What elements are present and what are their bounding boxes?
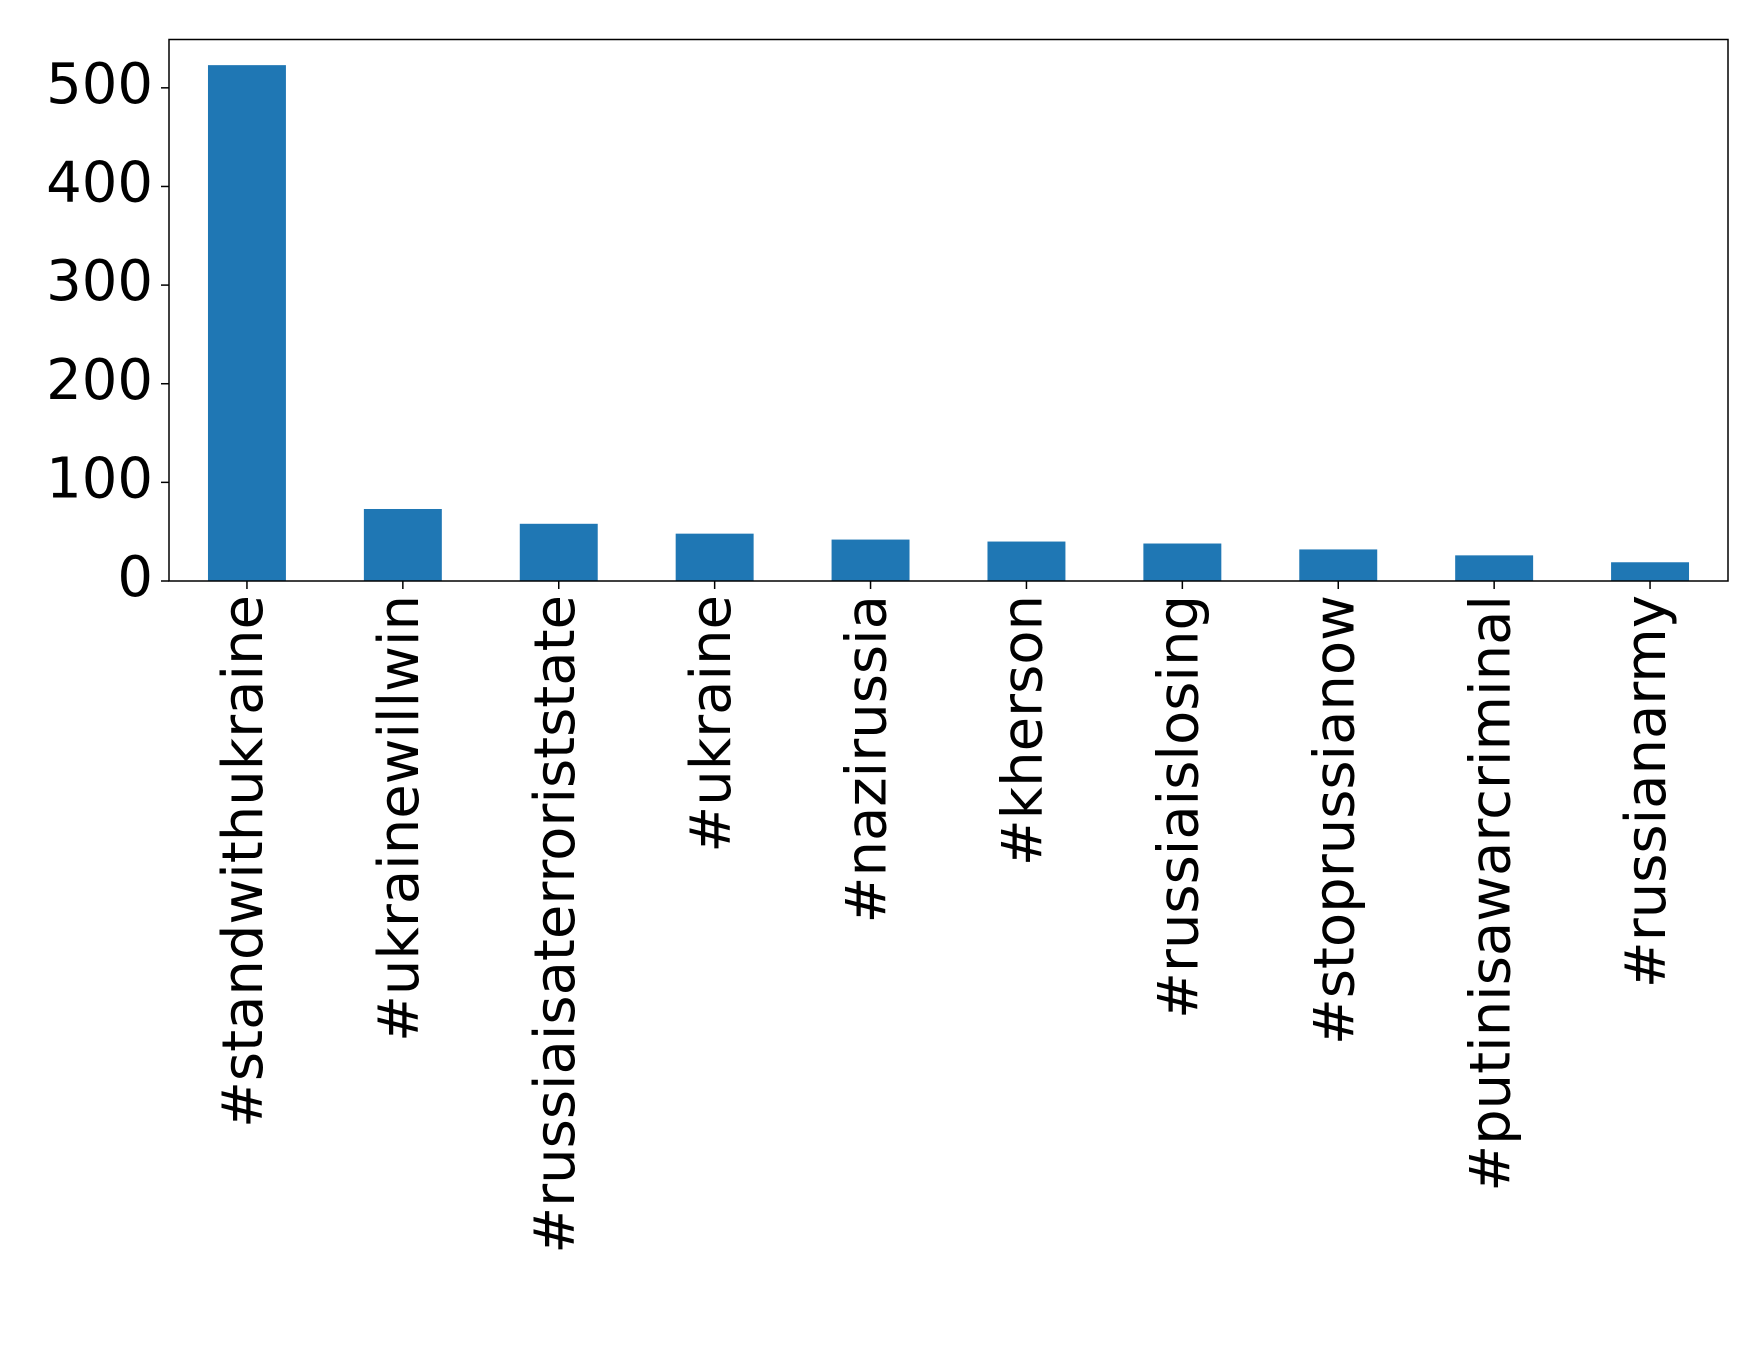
x-tick-label: #stoprussianow (1302, 595, 1367, 1045)
bar (1611, 562, 1690, 581)
y-tick-label: 400 (46, 151, 153, 216)
x-tick-label: #russianarmy (1614, 595, 1679, 988)
y-tick-label: 200 (46, 348, 153, 413)
x-tick-label: #ukraine (679, 595, 744, 853)
bar (207, 65, 286, 582)
x-tick-label: #russiaislosing (1146, 595, 1211, 1019)
bar (1299, 549, 1378, 581)
y-tick-label: 500 (46, 52, 153, 117)
y-tick-label: 100 (46, 447, 153, 512)
bar (519, 523, 598, 581)
bar (1143, 543, 1222, 581)
bar (675, 533, 754, 581)
bar (363, 508, 442, 581)
bar (1455, 555, 1534, 581)
bar (987, 541, 1066, 581)
bar (831, 539, 910, 581)
x-tick-label: #russiaisaterroriststate (523, 595, 588, 1254)
y-tick-label: 300 (46, 249, 153, 314)
plot-frame (168, 38, 1729, 582)
x-tick-label: #ukrainewillwin (367, 595, 432, 1042)
y-tick-label: 0 (117, 545, 153, 610)
x-tick-label: #putinisawarcriminal (1458, 595, 1523, 1192)
x-tick-label: #nazirussia (835, 595, 900, 923)
x-tick-label: #kherson (991, 595, 1056, 866)
x-tick-label: #standwithukraine (211, 595, 276, 1128)
